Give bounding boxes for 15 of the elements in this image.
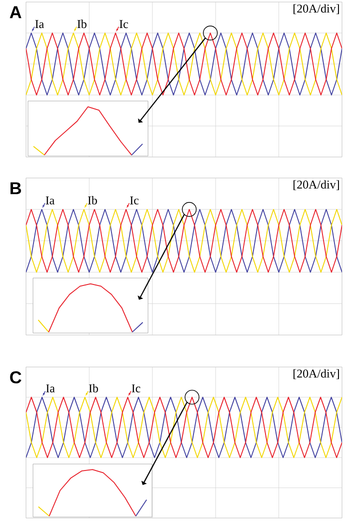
legend-label: Ib <box>88 384 98 392</box>
chart-title: A <box>10 6 22 18</box>
text: [20A/div] <box>294 369 339 380</box>
chart-title: C <box>10 371 22 384</box>
chart-title: B <box>10 182 22 194</box>
legend-label: Ia <box>46 384 55 392</box>
text: [20A/div] <box>294 4 339 14</box>
legend-label: Ia <box>46 196 54 204</box>
text: [20A/div] <box>294 180 339 190</box>
legend-label: Ic <box>130 196 139 204</box>
legend-label: Ib <box>88 196 97 204</box>
legend-label: Ib <box>77 20 86 28</box>
legend-label: Ic <box>132 384 140 392</box>
legend-label: Ic <box>120 20 128 28</box>
legend-label: Ia <box>35 20 44 28</box>
